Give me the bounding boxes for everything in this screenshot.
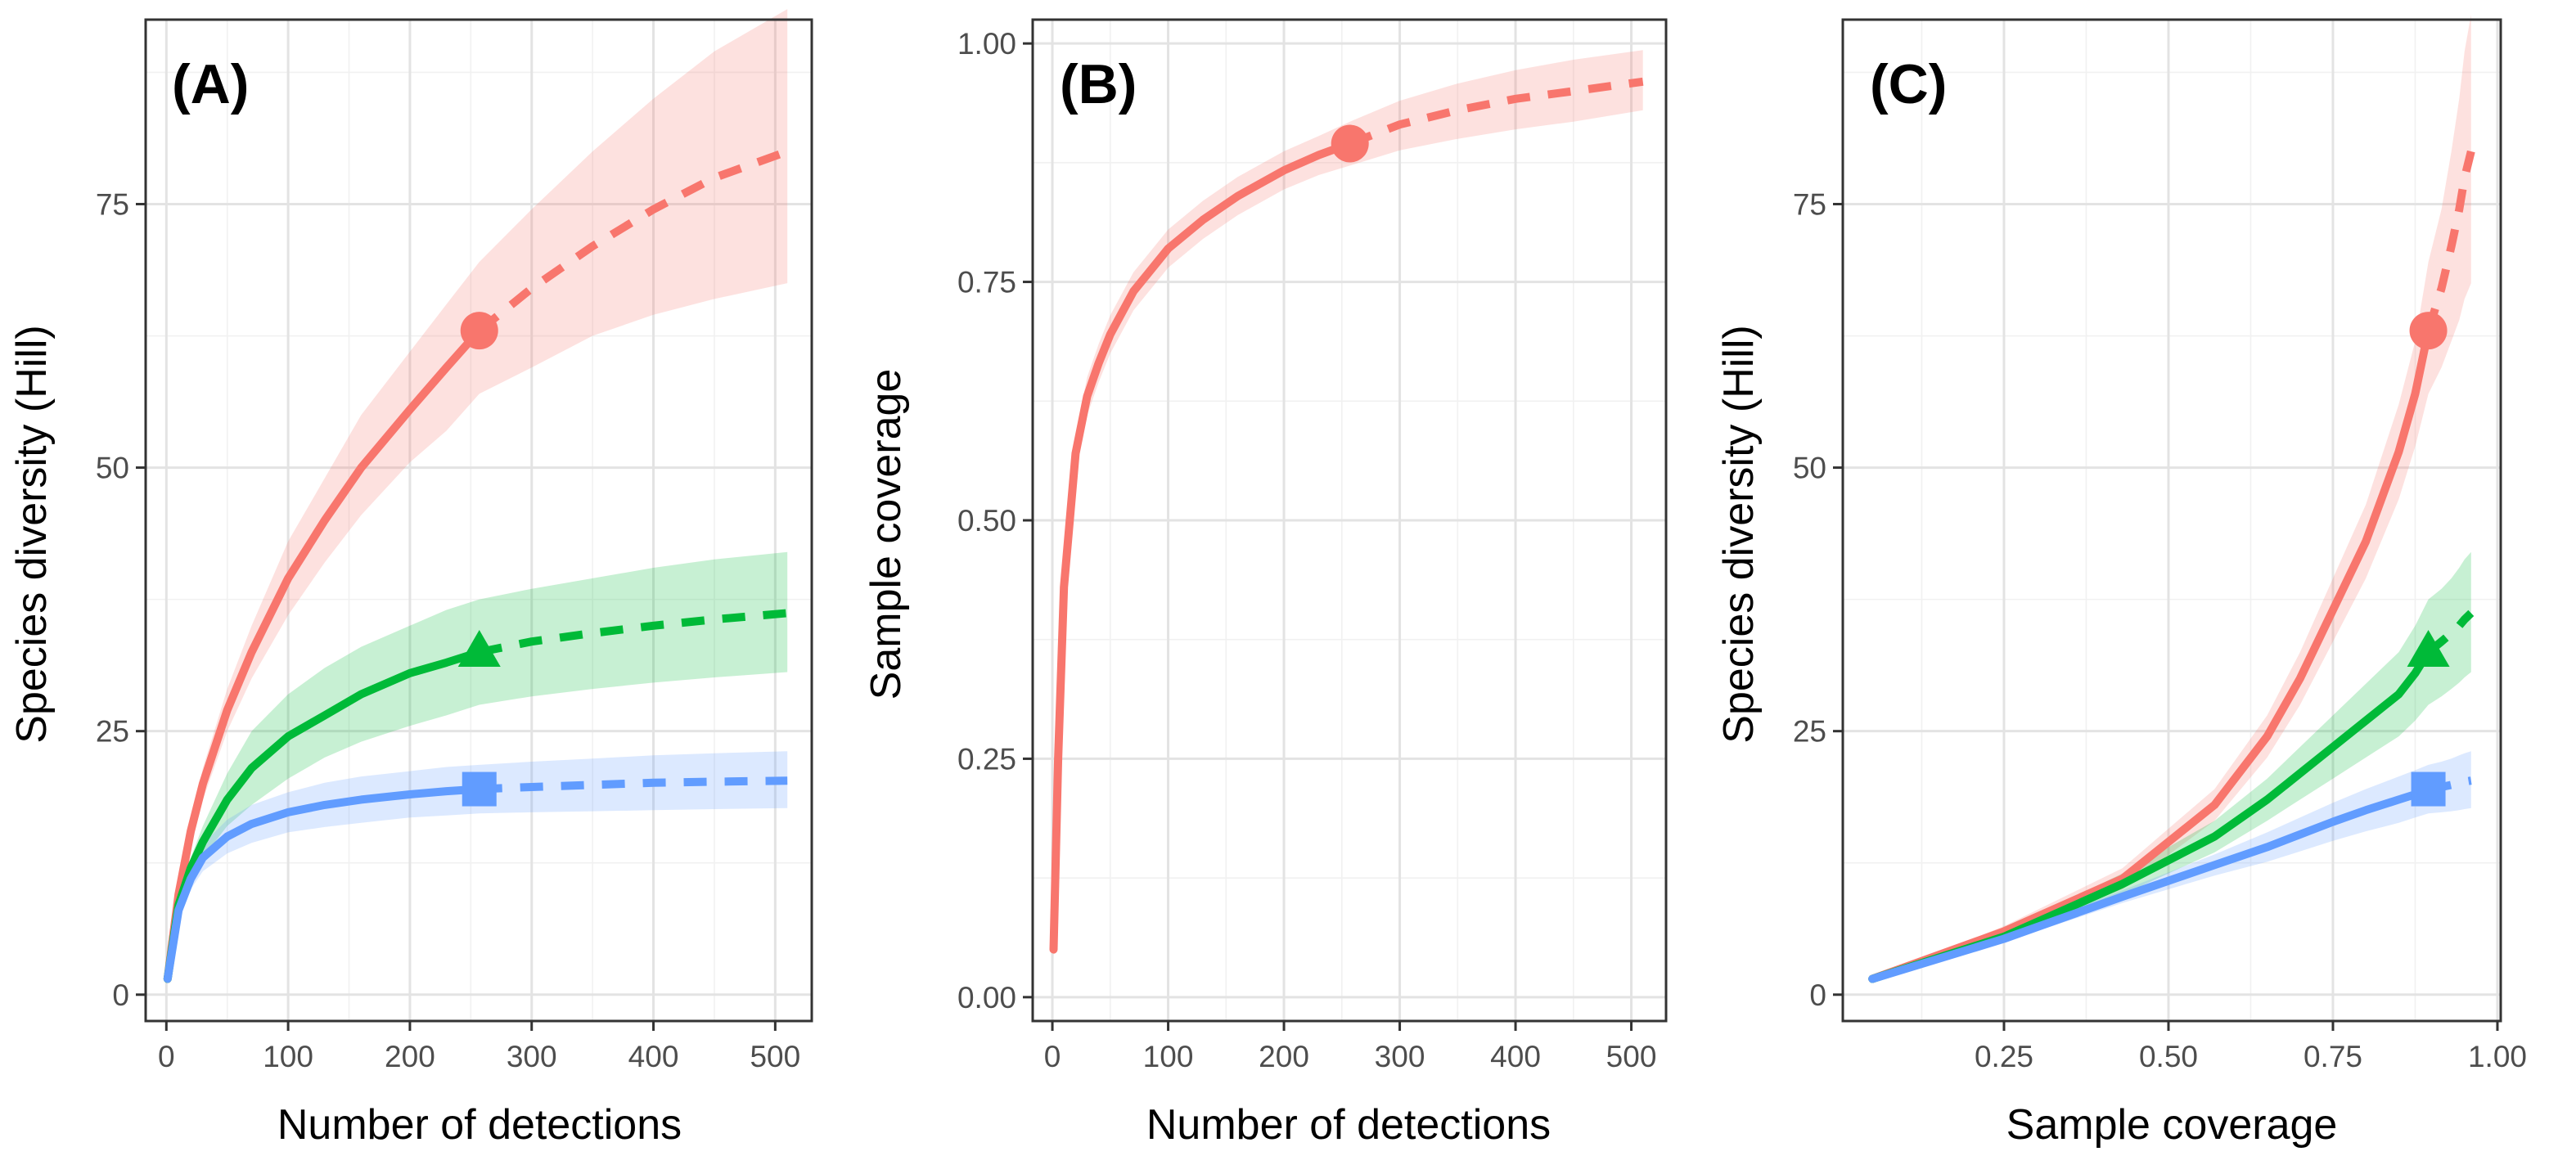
- panel-a-series-1-extrapolated-line: [476, 147, 789, 334]
- panel-c-axes: 0.25 0.50 0.75 1.00 0 25 50 75: [1793, 18, 2527, 1073]
- panel-c-y-axis-title: Species diversity (Hill): [1715, 325, 1763, 743]
- panel-a-x-tick-label: 300: [507, 1040, 557, 1073]
- panel-a-series-1-interpolated-line: [163, 326, 484, 983]
- panel-a-y-tick-label: 75: [96, 187, 129, 221]
- panel-b-y-tick-label: 1.00: [957, 27, 1016, 61]
- panel-c-x-tick-label: 0.25: [1975, 1040, 2033, 1073]
- panel-a-series-lines: [163, 147, 789, 983]
- panel-a-series-3-extrapolated-line: [479, 776, 788, 794]
- panel-c: 0.25 0.50 0.75 1.00 0 25 50 75 (C) Sample cover…: [1715, 14, 2527, 1149]
- panel-b-x-tick-label: 0: [1044, 1040, 1061, 1073]
- panel-b-x-tick-label: 400: [1490, 1040, 1541, 1073]
- panel-b-reference-markers: [1331, 124, 1369, 163]
- panel-a-x-axis-title: Number of detections: [277, 1101, 682, 1149]
- panel-a-x-tick-label: 400: [628, 1040, 679, 1073]
- panel-c-x-tick-label: 0.50: [2139, 1040, 2198, 1073]
- panel-a-series-3-interpolated-line: [163, 785, 484, 983]
- panel-c-y-tick-label: 0: [1809, 978, 1826, 1012]
- panel-b-y-tick-label: 0.75: [957, 266, 1016, 299]
- panel-c-y-tick-label: 75: [1793, 187, 1826, 221]
- panel-a-x-tick-label: 0: [158, 1040, 175, 1073]
- panel-c-series-3-interpolated-line: [1868, 785, 2433, 983]
- panel-b-x-axis-title: Number of detections: [1146, 1101, 1551, 1149]
- panel-a-label: (A): [172, 53, 249, 115]
- panel-c-label: (C): [1870, 53, 1947, 115]
- panel-c-reference-markers: [2407, 312, 2450, 807]
- panel-a-axes: 0 100 200 300 400 500 0 25 50 75: [96, 18, 813, 1073]
- panel-c-series-2-reference-marker: [2407, 630, 2450, 668]
- panel-c-border: [1841, 18, 2502, 1023]
- panel-a-series-3-reference-marker: [462, 771, 497, 807]
- panel-b-x-tick-label: 300: [1375, 1040, 1425, 1073]
- panel-c-series-2-interpolated-line: [1868, 648, 2433, 983]
- panel-a-series-2-extrapolated-line: [478, 609, 788, 657]
- panel-a-series-2-confidence-band: [167, 551, 788, 979]
- panel-b-label: (B): [1060, 53, 1137, 115]
- panel-a-x-tick-label: 100: [263, 1040, 313, 1073]
- panel-b-y-tick-label: 0.00: [957, 981, 1016, 1014]
- panel-a-border: [144, 18, 813, 1023]
- panel-c-confidence-bands: [1872, 14, 2471, 979]
- panel-c-series-1-interpolated-line: [1868, 326, 2433, 983]
- panel-a-y-axis-title: Species diversity (Hill): [8, 325, 56, 743]
- panel-b-x-tick-label: 200: [1259, 1040, 1309, 1073]
- panel-a-series-2-reference-marker: [457, 630, 501, 668]
- panel-c-x-tick-label: 0.75: [2304, 1040, 2362, 1073]
- panel-b-x-tick-label: 500: [1606, 1040, 1657, 1073]
- panel-b-y-axis-title: Sample coverage: [862, 369, 910, 700]
- panel-b-axes: 0 100 200 300 400 500 0.00 0.25 0.50 0.75 1.00: [957, 18, 1668, 1073]
- panel-a-y-tick-label: 0: [112, 978, 129, 1012]
- panel-b: 0 100 200 300 400 500 0.00 0.25 0.50 0.75 1.00 (B)…: [862, 18, 1668, 1149]
- panel-c-series-2-confidence-band: [1872, 551, 2471, 979]
- panel-b-series-1-reference-marker: [1331, 124, 1369, 163]
- panel-b-series-lines: [1049, 77, 1644, 954]
- panel-a-y-tick-label: 50: [96, 452, 129, 485]
- panel-b-y-tick-label: 0.25: [957, 742, 1016, 776]
- panel-b-series-1-extrapolated-line: [1348, 77, 1644, 148]
- panel-c-series-3-reference-marker: [2411, 771, 2446, 807]
- panel-a: 0 100 200 300 400 500 0 25 50 75 (A) Number of de…: [8, 9, 813, 1149]
- panel-a-series-1-confidence-band: [167, 9, 788, 979]
- panel-a-y-tick-label: 25: [96, 715, 129, 749]
- panel-b-grid: [1033, 20, 1666, 1021]
- panel-c-y-tick-label: 50: [1793, 452, 1826, 485]
- panel-a-x-tick-label: 200: [385, 1040, 435, 1073]
- panel-c-x-axis-title: Sample coverage: [2006, 1101, 2338, 1149]
- panel-c-series-2-extrapolated-line: [2425, 609, 2475, 655]
- panel-b-x-tick-label: 100: [1143, 1040, 1194, 1073]
- panel-a-x-tick-label: 500: [750, 1040, 800, 1073]
- panel-a-series-1-reference-marker: [460, 312, 498, 350]
- panel-b-series-1-interpolated-line: [1049, 139, 1354, 954]
- panel-c-series-3-confidence-band: [1872, 751, 2471, 979]
- panel-c-y-tick-label: 25: [1793, 715, 1826, 749]
- panel-c-series-1-reference-marker: [2409, 312, 2448, 350]
- panel-c-series-lines: [1868, 150, 2475, 983]
- panel-c-x-tick-label: 1.00: [2468, 1040, 2527, 1073]
- panel-a-reference-markers: [457, 312, 501, 807]
- panel-b-y-tick-label: 0.50: [957, 504, 1016, 538]
